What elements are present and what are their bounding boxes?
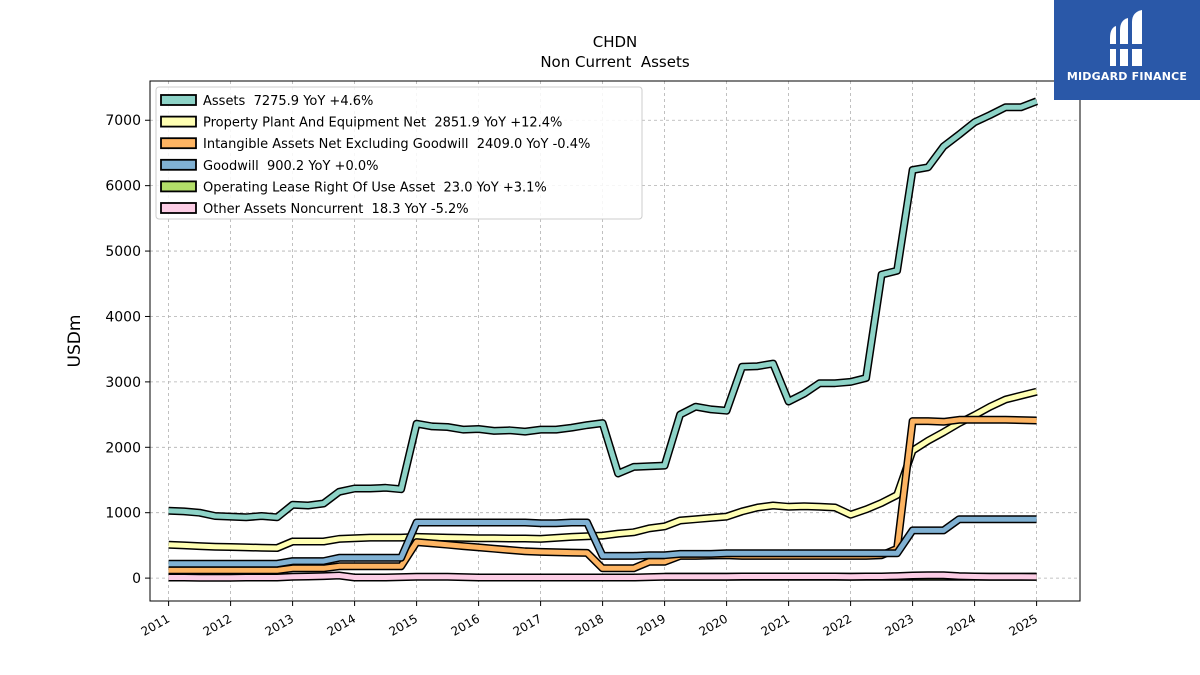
plot-frame [149, 80, 1081, 602]
x-tick-label: 2019 [635, 611, 668, 638]
y-tick-label: 4000 [105, 309, 141, 325]
legend-swatch [160, 137, 197, 150]
y-axis-label: USDm [65, 315, 85, 368]
legend-swatch [160, 158, 197, 171]
x-tick-label: 2016 [449, 611, 482, 638]
legend-label: Other Assets Noncurrent 18.3 YoY -5.2% [203, 202, 469, 217]
series-goodwill [168, 515, 1037, 568]
x-tick-label: 2011 [139, 611, 172, 638]
x-tick-label: 2014 [325, 611, 358, 638]
legend-swatch [160, 115, 197, 128]
x-tick-label: 2021 [759, 611, 792, 638]
legend-label: Goodwill 900.2 YoY +0.0% [203, 159, 378, 174]
y-tick-label: 5000 [105, 244, 141, 260]
legend-item: Assets 7275.9 YoY +4.6% [160, 94, 373, 109]
series-assets [168, 97, 1039, 522]
legend-label: Operating Lease Right Of Use Asset 23.0 … [203, 180, 547, 195]
x-tick-label: 2025 [1007, 611, 1040, 638]
series-property-plant-and-equipment-net [168, 387, 1038, 552]
legend-item: Other Assets Noncurrent 18.3 YoY -5.2% [160, 202, 469, 217]
y-tick-label: 0 [132, 571, 141, 587]
legend-swatch [160, 180, 197, 193]
series-line [168, 572, 1037, 581]
legend-swatch [160, 202, 197, 214]
series-line [168, 516, 1037, 567]
x-tick-label: 2012 [201, 611, 234, 638]
logo-text: MIDGARD FINANCE [1066, 70, 1188, 83]
legend-item: Goodwill 900.2 YoY +0.0% [160, 158, 378, 174]
chart-subtitle: Non Current Assets [540, 53, 690, 71]
x-tick-label: 2017 [511, 611, 544, 638]
legend-item: Intangible Assets Net Excluding Goodwill… [160, 137, 590, 152]
series-line [168, 98, 1038, 520]
legend-label: Intangible Assets Net Excluding Goodwill… [203, 137, 590, 152]
chart-title: CHDN [593, 33, 638, 51]
logo-mark-icon [1108, 10, 1146, 66]
x-tick-label: 2015 [387, 611, 420, 638]
legend-box [155, 86, 643, 220]
y-tick-label: 3000 [105, 375, 141, 391]
x-tick-label: 2022 [821, 611, 854, 638]
x-tick-label: 2023 [883, 611, 916, 638]
legend-swatch [160, 94, 197, 106]
x-tick-label: 2020 [697, 611, 730, 638]
x-tick-label: 2024 [945, 611, 978, 638]
y-tick-label: 7000 [105, 113, 141, 129]
series-layer [168, 97, 1039, 582]
y-tick-label: 1000 [105, 506, 141, 522]
y-tick-label: 6000 [105, 179, 141, 195]
legend-item: Operating Lease Right Of Use Asset 23.0 … [160, 180, 547, 195]
y-tick-label: 2000 [105, 440, 141, 456]
x-tick-label: 2013 [263, 611, 296, 638]
series-other-assets-noncurrent [168, 571, 1037, 582]
legend-label: Property Plant And Equipment Net 2851.9 … [203, 116, 562, 131]
series-line [168, 389, 1038, 551]
legend-label: Assets 7275.9 YoY +4.6% [203, 94, 373, 109]
brand-logo: MIDGARD FINANCE [1054, 0, 1200, 100]
x-tick-label: 2018 [573, 611, 606, 638]
legend: Assets 7275.9 YoY +4.6% Property Plant An… [155, 86, 643, 220]
legend-item: Property Plant And Equipment Net 2851.9 … [160, 115, 562, 131]
